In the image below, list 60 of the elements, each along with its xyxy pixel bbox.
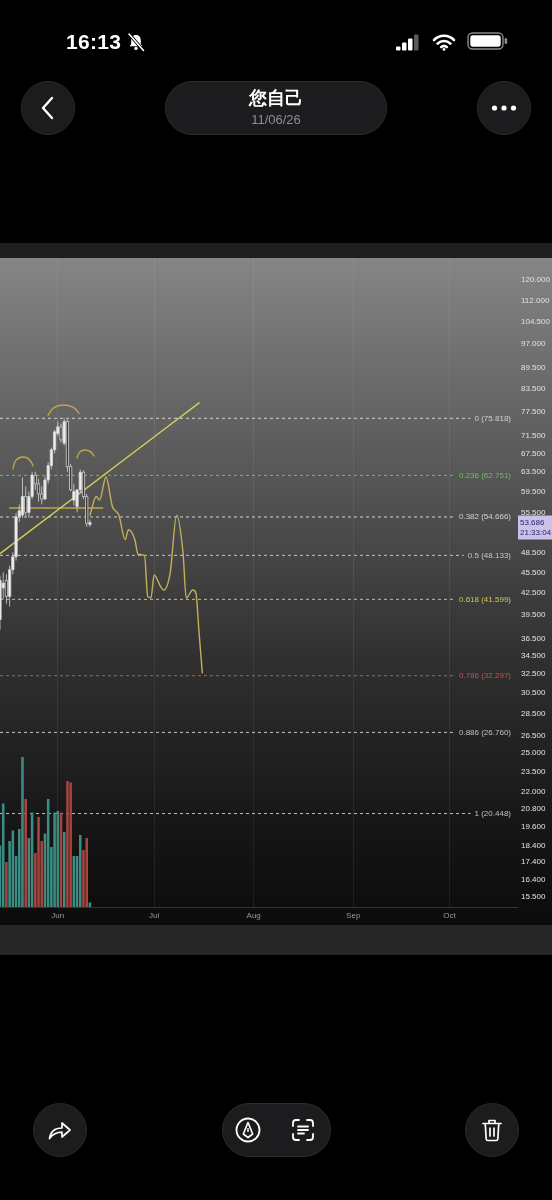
y-tick-label: 16.400 bbox=[521, 875, 547, 885]
y-tick-label: 19.600 bbox=[521, 821, 547, 831]
line-series bbox=[89, 476, 203, 674]
y-tick-label: 104.500 bbox=[521, 316, 551, 326]
x-tick-label: Jun bbox=[51, 911, 65, 920]
y-tick-label: 17.400 bbox=[521, 857, 547, 867]
y-tick-label: 26.500 bbox=[521, 730, 547, 740]
ref-line-label: 0.886 (26.760) bbox=[458, 727, 512, 737]
ref-line-label: 0 (75.818) bbox=[474, 413, 512, 423]
y-tick-label: 20.800 bbox=[521, 803, 547, 813]
y-tick-label: 83.500 bbox=[521, 384, 547, 394]
y-tick-label: 39.500 bbox=[521, 610, 547, 620]
y-tick-label: 28.500 bbox=[521, 708, 547, 718]
ref-line-label: 0.382 (54.666) bbox=[458, 512, 512, 522]
bar bbox=[37, 817, 40, 907]
bar bbox=[85, 838, 88, 907]
y-tick-label: 63.500 bbox=[521, 466, 547, 476]
chart-subtitle: 11/06/26 bbox=[250, 112, 302, 128]
y-tick-label: 15.500 bbox=[521, 892, 547, 902]
y-tick-label: 71.500 bbox=[521, 431, 547, 441]
bar bbox=[79, 835, 82, 907]
y-tick-label: 59.500 bbox=[521, 486, 547, 496]
ref-line-label: 0.236 (62.751) bbox=[458, 470, 512, 480]
ref-line-label: 0.618 (41.599) bbox=[458, 594, 512, 604]
x-tick-label: Sep bbox=[346, 911, 361, 920]
ref-line-label: 1 (20.448) bbox=[474, 808, 512, 818]
y-tick-label: 42.500 bbox=[521, 588, 547, 598]
y-tick-label: 23.500 bbox=[521, 766, 547, 776]
y-tick-label: 120.000 bbox=[521, 275, 551, 285]
bar bbox=[5, 862, 8, 907]
y-tick-label: 32.500 bbox=[521, 669, 547, 678]
y-tick-label: 77.500 bbox=[521, 406, 547, 416]
y-tick-label: 30.500 bbox=[521, 688, 547, 698]
y-tick-label: 18.400 bbox=[521, 840, 547, 850]
y-tick-label: 89.500 bbox=[521, 363, 547, 373]
text: 21:33:04 bbox=[520, 527, 552, 537]
text: 53.686 bbox=[520, 517, 546, 527]
x-tick-label: Oct bbox=[443, 911, 457, 920]
ref-line-label: 0.5 (48.133) bbox=[467, 550, 512, 560]
x-tick-label: Jul bbox=[149, 911, 160, 920]
text: 16:13 bbox=[66, 29, 122, 55]
y-tick-label: 36.500 bbox=[521, 633, 547, 643]
y-tick-label: 67.500 bbox=[521, 448, 547, 458]
x-tick-label: Aug bbox=[246, 911, 261, 920]
y-tick-label: 55.500 bbox=[521, 507, 547, 517]
y-tick-label: 25.000 bbox=[521, 748, 547, 758]
bar bbox=[69, 782, 72, 907]
bar bbox=[24, 799, 27, 907]
y-tick-label: 22.000 bbox=[521, 786, 547, 796]
bar bbox=[21, 757, 24, 907]
chart-title: 您自己 bbox=[247, 87, 304, 109]
y-tick-label: 97.000 bbox=[521, 339, 547, 349]
ref-line-label: 0.786 (32.297) bbox=[458, 670, 512, 680]
bar bbox=[53, 812, 56, 907]
bar bbox=[62, 832, 66, 907]
y-tick-label: 112.000 bbox=[521, 295, 550, 305]
y-tick-label: 48.500 bbox=[521, 548, 547, 558]
y-tick-label: 45.500 bbox=[521, 567, 547, 577]
y-tick-label: 34.500 bbox=[521, 650, 547, 660]
bar bbox=[66, 781, 69, 907]
